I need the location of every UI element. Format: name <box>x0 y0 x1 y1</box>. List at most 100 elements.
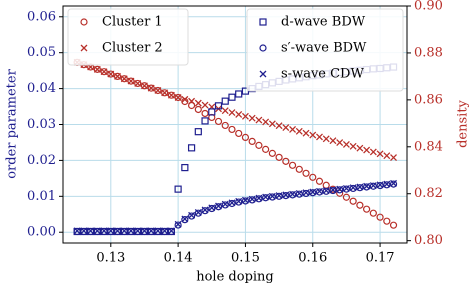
data-point <box>322 187 330 195</box>
data-point <box>187 212 196 220</box>
data-point <box>268 193 276 201</box>
data-point <box>154 86 162 95</box>
data-point <box>268 149 276 157</box>
data-point <box>100 227 108 236</box>
data-point <box>390 154 397 162</box>
data-point <box>342 185 351 193</box>
data-point <box>369 182 377 190</box>
y2-tick-label: 0.80 <box>414 233 443 248</box>
data-point <box>356 184 364 192</box>
data-point <box>113 72 122 80</box>
data-point <box>342 193 351 201</box>
data-point <box>268 120 276 128</box>
data-point <box>73 227 81 235</box>
data-point <box>80 227 88 235</box>
data-point <box>147 227 155 235</box>
data-point <box>336 186 344 194</box>
data-point <box>114 72 121 80</box>
data-point <box>295 127 303 135</box>
data-point <box>255 195 263 203</box>
data-point <box>201 101 209 109</box>
data-point <box>147 84 155 92</box>
data-point <box>389 180 398 188</box>
y-tick-label: 0.04 <box>27 81 56 96</box>
legend-label: s-wave CDW <box>281 67 364 82</box>
data-point <box>302 189 310 197</box>
data-point <box>167 91 175 99</box>
data-point <box>288 191 297 199</box>
data-point <box>120 227 128 236</box>
x-tick-label: 0.17 <box>366 251 395 266</box>
data-point <box>309 173 317 181</box>
x-tick-label: 0.14 <box>164 251 193 266</box>
data-point <box>383 181 391 189</box>
data-point <box>174 185 182 193</box>
data-point <box>93 65 101 73</box>
data-point <box>349 142 357 150</box>
data-point <box>235 90 243 98</box>
data-point <box>194 99 202 107</box>
data-point <box>113 227 122 236</box>
data-point <box>282 191 290 199</box>
data-point <box>289 190 297 198</box>
data-point <box>154 227 162 235</box>
data-point <box>369 182 377 190</box>
data-point <box>208 204 216 212</box>
y2-tick-label: 0.82 <box>414 186 443 201</box>
data-point <box>208 204 216 213</box>
x-tick-label: 0.13 <box>96 251 125 266</box>
y-tick-label: 0.01 <box>27 189 56 204</box>
data-point <box>174 220 182 228</box>
data-point <box>315 188 324 196</box>
y2-tick-label: 0.90 <box>414 0 443 14</box>
data-point <box>221 201 229 209</box>
data-point <box>369 209 377 217</box>
data-point <box>282 124 290 132</box>
data-point <box>221 107 229 115</box>
data-point <box>329 186 337 195</box>
data-point <box>80 227 88 236</box>
data-point <box>255 116 263 124</box>
data-point <box>221 200 229 208</box>
data-point <box>167 91 175 99</box>
data-point <box>161 89 169 97</box>
legend-box <box>67 8 189 66</box>
data-point <box>349 184 357 192</box>
data-point <box>107 70 115 78</box>
data-point <box>134 79 142 88</box>
data-point <box>127 77 135 85</box>
data-point <box>369 148 377 156</box>
data-point <box>241 112 249 120</box>
data-point <box>154 227 162 236</box>
data-point <box>295 165 303 173</box>
data-point <box>235 129 243 138</box>
data-point <box>383 152 391 160</box>
data-point <box>194 209 202 217</box>
data-point <box>114 227 121 235</box>
data-point <box>201 109 209 118</box>
data-point <box>201 207 209 215</box>
data-point <box>248 137 256 145</box>
data-point <box>255 194 263 202</box>
data-point <box>241 197 250 205</box>
data-point <box>282 192 290 200</box>
data-point <box>107 70 115 78</box>
data-point <box>100 68 108 76</box>
data-point <box>167 227 175 235</box>
data-point <box>349 197 357 205</box>
data-point <box>174 221 182 229</box>
y-axis-label: order parameter <box>5 68 20 178</box>
data-point <box>322 135 330 143</box>
data-point <box>322 181 330 189</box>
data-point <box>235 197 243 205</box>
data-point <box>194 105 202 114</box>
data-point <box>215 202 222 210</box>
data-point <box>93 227 101 235</box>
data-point <box>275 192 283 200</box>
data-point <box>221 121 229 130</box>
data-point <box>262 118 270 126</box>
data-point <box>390 179 397 187</box>
data-point <box>302 129 310 137</box>
y2-tick-label: 0.84 <box>414 139 443 154</box>
